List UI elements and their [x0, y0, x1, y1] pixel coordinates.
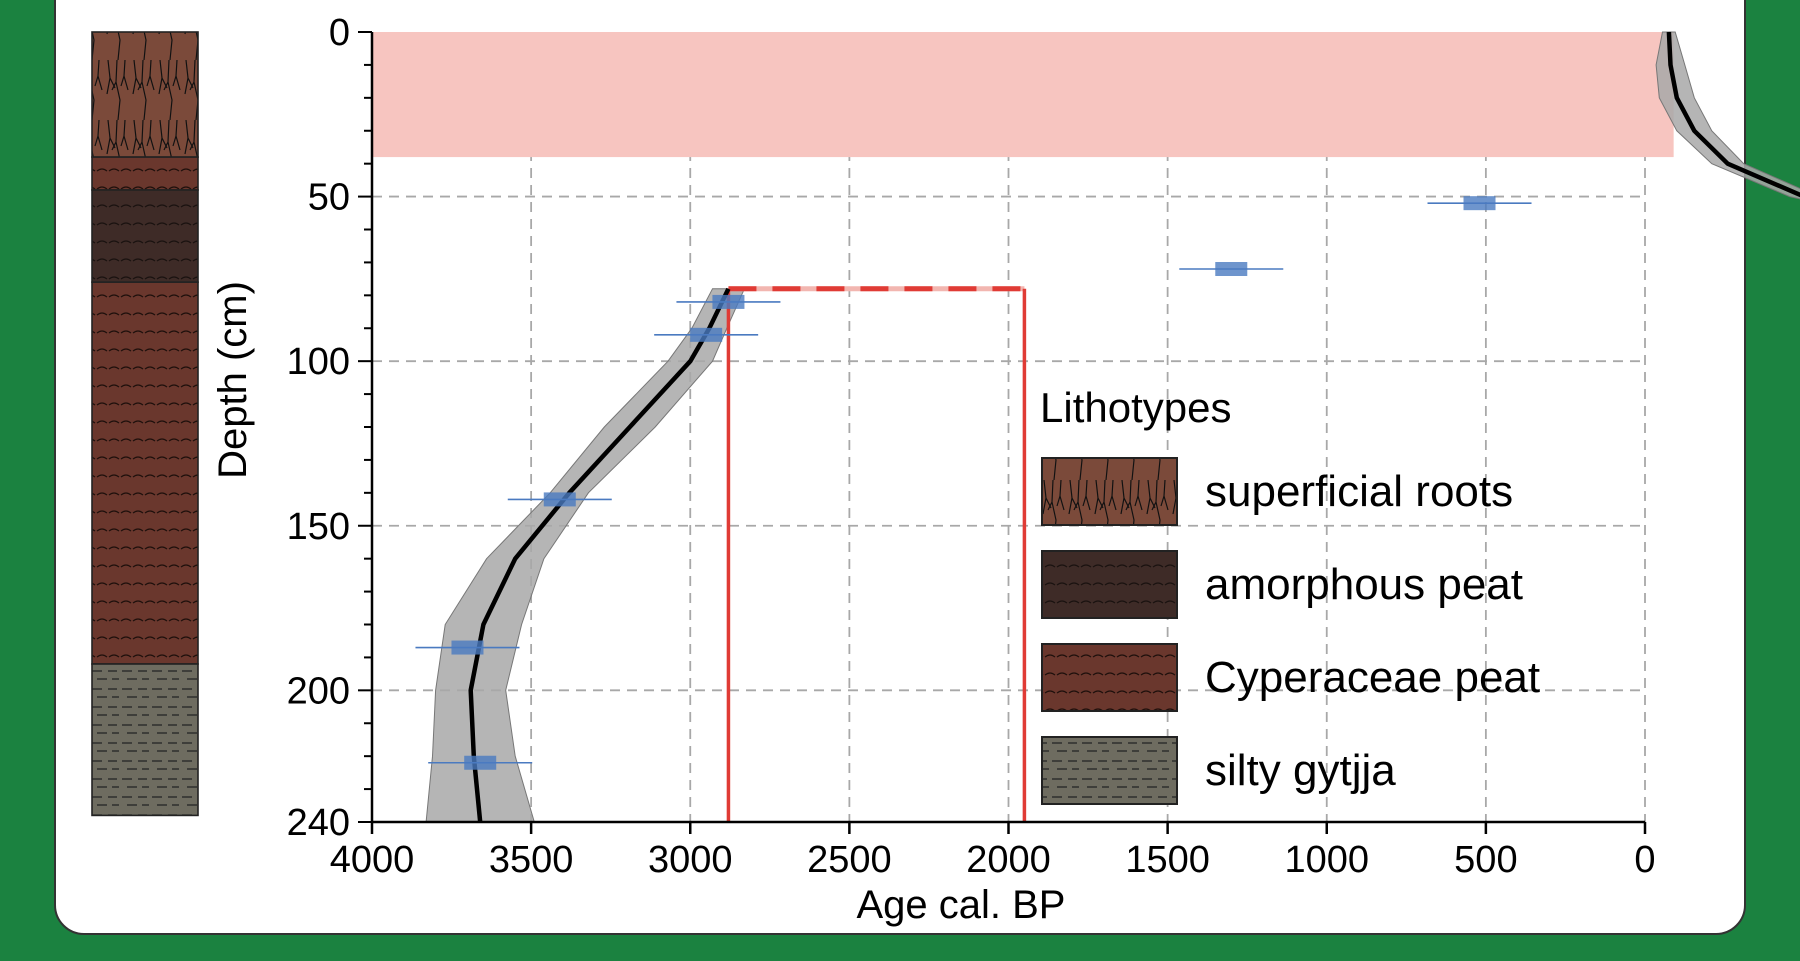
- x-tick-label: 4000: [330, 839, 415, 881]
- date-marker: [1215, 262, 1248, 276]
- x-tick-label: 500: [1454, 839, 1517, 881]
- lithology-layer: [91, 156, 199, 191]
- x-axis-label: Age cal. BP: [856, 883, 1065, 927]
- shaded-zone: [372, 32, 1674, 158]
- legend-label: superficial roots: [1205, 467, 1513, 516]
- radiocarbon-dates: [415, 196, 1532, 770]
- y-axis-label: Depth (cm): [211, 281, 255, 479]
- legend-swatch: [1041, 457, 1178, 526]
- x-tick-label: 1500: [1125, 839, 1210, 881]
- date-marker: [690, 327, 723, 342]
- y-tick-label: 0: [329, 12, 350, 54]
- legend-swatch: [1041, 736, 1178, 805]
- date-marker: [464, 755, 497, 770]
- x-tick-label: 3000: [648, 839, 733, 881]
- x-tick-label: 3500: [489, 839, 574, 881]
- lithology-column: [91, 31, 199, 817]
- envelope-upper: [1655, 31, 1800, 200]
- y-tick-label: 200: [287, 670, 350, 712]
- x-tick-label: 0: [1634, 839, 1655, 881]
- legend-label: amorphous peat: [1205, 560, 1523, 609]
- date-marker: [1463, 196, 1496, 211]
- lithology-layer: [91, 189, 199, 283]
- grid: [372, 32, 1646, 822]
- y-tick-label: 240: [287, 802, 350, 844]
- legend-label: silty gytjja: [1205, 746, 1396, 795]
- lithology-layer: [91, 663, 199, 817]
- x-tick-label: 2500: [807, 839, 892, 881]
- legend-label: Cyperaceae peat: [1205, 653, 1540, 702]
- y-tick-label: 50: [308, 177, 350, 219]
- x-tick-label: 2000: [966, 839, 1051, 881]
- x-tick-label: 1000: [1284, 839, 1369, 881]
- date-marker: [712, 294, 745, 309]
- shaded-zone-band: [372, 32, 1674, 158]
- y-tick-label: 150: [287, 506, 350, 548]
- axes: 4000 3500 3000 2500 2000 1500 1000 500 0 0 50 100 15…: [287, 12, 1656, 881]
- model-line-lower: [468, 287, 731, 823]
- date-marker: [451, 640, 484, 655]
- age-depth-model: [468, 31, 1800, 823]
- hiatus-markers: [726, 286, 1027, 822]
- date-marker: [543, 492, 576, 507]
- lithology-layer: [91, 281, 199, 665]
- legend: Lithotypes superficial roots amorphous pe…: [1040, 384, 1540, 805]
- lithology-layer: [91, 31, 199, 158]
- legend-title: Lithotypes: [1040, 384, 1231, 431]
- legend-swatch: [1041, 643, 1178, 712]
- y-tick-label: 100: [287, 341, 350, 383]
- legend-swatch: [1041, 550, 1178, 619]
- model-line-upper: [1666, 31, 1800, 198]
